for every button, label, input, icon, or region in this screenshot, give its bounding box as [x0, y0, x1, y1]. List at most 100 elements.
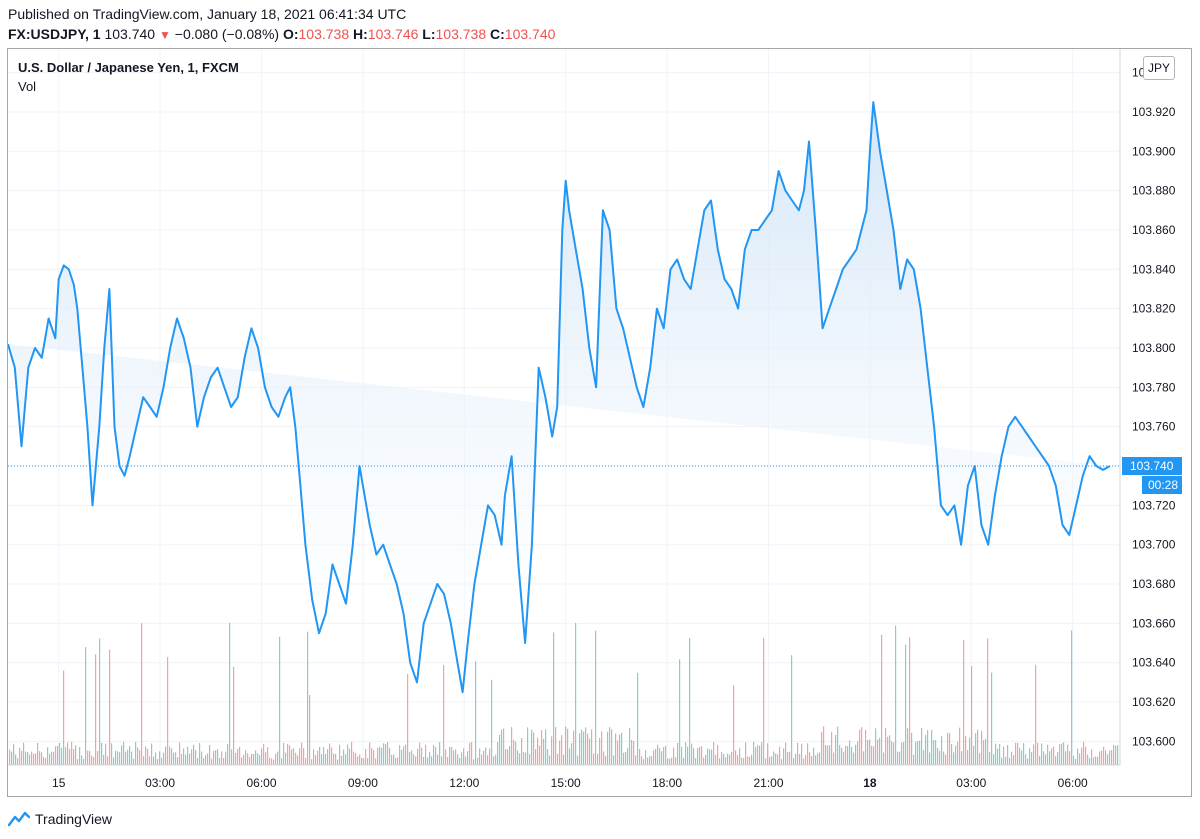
- volume-legend: Vol: [18, 79, 37, 94]
- volume-bar: [209, 744, 211, 765]
- volume-bar: [855, 744, 857, 765]
- volume-bar: [195, 750, 197, 765]
- volume-bar: [635, 755, 637, 765]
- volume-bar: [631, 739, 633, 765]
- volume-bar: [711, 749, 713, 765]
- volume-bar: [589, 738, 591, 765]
- volume-bar: [359, 754, 361, 765]
- volume-bar: [601, 731, 603, 765]
- volume-bar: [925, 735, 927, 765]
- volume-bar: [227, 743, 229, 765]
- volume-bar: [517, 750, 519, 765]
- volume-bar: [369, 742, 371, 765]
- volume-bar: [487, 755, 489, 765]
- volume-bar: [655, 748, 657, 765]
- volume-bar: [479, 748, 481, 765]
- volume-bar: [1035, 664, 1037, 765]
- volume-bar: [453, 750, 455, 765]
- volume-bar: [567, 728, 569, 765]
- volume-bar: [305, 757, 307, 765]
- volume-bar: [41, 752, 43, 765]
- volume-bar: [603, 751, 605, 765]
- low-value: 103.738: [435, 26, 487, 42]
- volume-bar: [267, 747, 269, 765]
- volume-bar: [241, 757, 243, 765]
- volume-bar: [911, 732, 913, 765]
- volume-bar: [217, 749, 219, 765]
- volume-bar: [145, 746, 147, 765]
- volume-bar: [257, 753, 259, 765]
- volume-bar: [605, 755, 607, 765]
- volume-bar: [1053, 746, 1055, 765]
- volume-bar: [87, 750, 89, 765]
- volume-bar: [181, 753, 183, 765]
- volume-bar: [445, 749, 447, 765]
- open-value: 103.738: [298, 26, 350, 42]
- volume-bar: [989, 751, 991, 765]
- volume-bar: [703, 757, 705, 765]
- volume-bar: [889, 735, 891, 765]
- volume-bar: [91, 755, 93, 765]
- volume-bar: [357, 756, 359, 765]
- volume-bar: [1089, 757, 1091, 765]
- volume-bar: [503, 728, 505, 765]
- volume-bar: [1083, 741, 1085, 765]
- volume-bar: [1031, 752, 1033, 765]
- volume-bar: [381, 747, 383, 765]
- volume-bar: [797, 742, 799, 765]
- volume-bar: [547, 749, 549, 765]
- price-tick-label: 103.920: [1132, 105, 1176, 119]
- volume-bar: [421, 747, 423, 765]
- volume-bar: [749, 756, 751, 765]
- volume-bar: [1075, 758, 1077, 765]
- volume-bar: [579, 733, 581, 765]
- volume-bar: [885, 728, 887, 765]
- volume-bar: [515, 741, 517, 765]
- time-tick-label: 18: [863, 776, 877, 790]
- volume-bar: [865, 729, 867, 765]
- volume-bar: [201, 751, 203, 765]
- volume-bar: [927, 729, 929, 765]
- volume-bar: [213, 750, 215, 765]
- volume-bar: [389, 748, 391, 765]
- volume-bar: [727, 753, 729, 765]
- volume-bar: [497, 741, 499, 765]
- volume-bar: [159, 751, 161, 765]
- volume-bar: [85, 647, 87, 765]
- volume-bar: [493, 756, 495, 765]
- volume-bar: [261, 748, 263, 765]
- volume-bar: [671, 757, 673, 765]
- volume-bar: [17, 758, 19, 765]
- volume-bar: [197, 758, 199, 765]
- volume-bar: [939, 750, 941, 765]
- volume-bar: [581, 729, 583, 765]
- volume-bar: [1033, 744, 1035, 765]
- volume-bar: [903, 741, 905, 765]
- volume-bar: [329, 743, 331, 765]
- volume-bar: [455, 749, 457, 765]
- volume-bar: [685, 742, 687, 765]
- volume-bar: [333, 753, 335, 765]
- volume-bar: [103, 754, 105, 765]
- volume-bar: [857, 741, 859, 765]
- volume-bar: [253, 753, 255, 765]
- volume-bar: [45, 757, 47, 765]
- volume-bar: [337, 759, 339, 765]
- volume-bar: [321, 754, 323, 765]
- volume-bar: [629, 727, 631, 765]
- time-axis[interactable]: 15 03:00 06:00 09:00 12:00 15:00 18:00 21:00 18 0…: [8, 764, 1120, 790]
- volume-bar: [27, 752, 29, 765]
- brand-name: TradingView: [35, 811, 113, 827]
- volume-bar: [387, 741, 389, 765]
- volume-bar: [827, 745, 829, 765]
- volume-bar: [287, 743, 289, 765]
- volume-bar: [271, 758, 273, 765]
- price-axis[interactable]: 103.940103.920103.900103.880103.860103.8…: [1119, 49, 1176, 765]
- currency-badge[interactable]: JPY: [1143, 56, 1175, 80]
- price-tick-label: 103.840: [1132, 262, 1176, 276]
- volume-bar: [1093, 757, 1095, 765]
- volume-bar: [785, 742, 787, 765]
- volume-bar: [33, 753, 35, 765]
- volume-bar: [639, 749, 641, 765]
